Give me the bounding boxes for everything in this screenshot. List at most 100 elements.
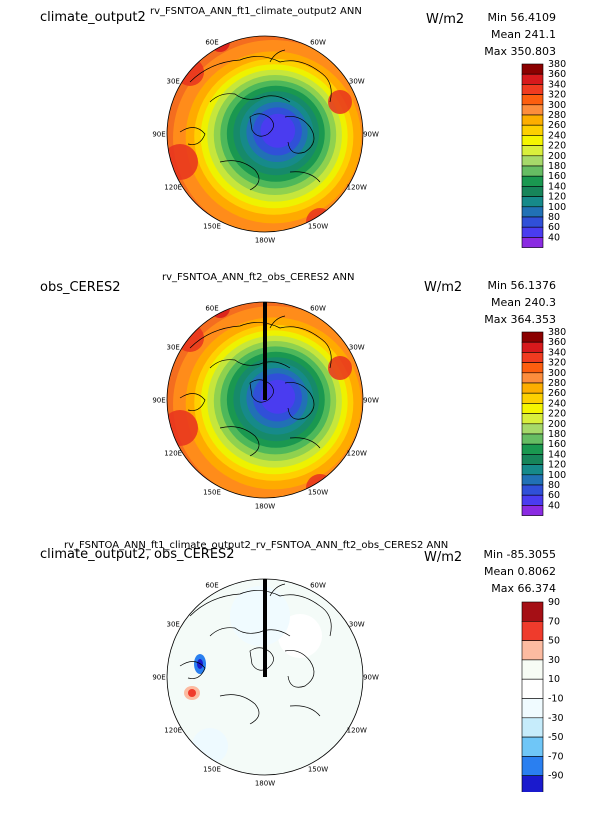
colorbar-tick-label: 320 xyxy=(548,90,566,101)
colorbar-tick-label: 380 xyxy=(548,60,566,70)
colorbar-tick-label: 180 xyxy=(548,429,566,440)
longitude-label: 120W xyxy=(347,727,367,735)
stat-min: Min 56.4109 xyxy=(487,11,556,24)
coastline xyxy=(289,171,321,183)
field-band xyxy=(167,410,198,446)
colorbar-tick-label: 70 xyxy=(548,616,560,627)
colorbar-swatch xyxy=(521,736,544,757)
stat-max: Max 350.803 xyxy=(484,45,556,58)
negative-anomaly xyxy=(197,659,203,669)
colorbar-swatch xyxy=(521,717,544,738)
coastline xyxy=(209,93,291,103)
coastline xyxy=(209,627,291,637)
colorbar-tick-label: 40 xyxy=(548,500,560,511)
colorbar-swatch xyxy=(521,124,544,136)
stat-mean: Mean 0.8062 xyxy=(484,565,556,578)
longitude-label: 180W xyxy=(255,237,275,245)
colorbar-swatch xyxy=(521,775,544,792)
coastline xyxy=(249,113,274,137)
colorbar-tick-label: 220 xyxy=(548,409,566,420)
positive-anomaly xyxy=(188,689,196,697)
colorbar-tick-label: 160 xyxy=(548,171,566,182)
coastline xyxy=(189,56,332,103)
field-band xyxy=(167,144,198,180)
panel-left-title: obs_CERES2 xyxy=(40,280,121,295)
colorbar-tick-label: 300 xyxy=(548,368,566,379)
colorbar-tick-label: 100 xyxy=(548,470,566,481)
colorbar-swatch xyxy=(521,226,544,238)
coastline xyxy=(219,426,260,457)
map-boundary xyxy=(166,578,364,776)
stat-max: Max 66.374 xyxy=(491,582,556,595)
missing-data-strip xyxy=(263,302,267,400)
coastline xyxy=(249,379,274,403)
coastline xyxy=(269,49,286,63)
colorbar-swatch xyxy=(521,165,544,177)
longitude-label: 30E xyxy=(167,621,180,629)
longitude-label: 180W xyxy=(255,503,275,511)
colorbar-tick-label: 10 xyxy=(548,674,560,685)
field-band xyxy=(328,90,352,114)
colorbar-swatch xyxy=(521,372,544,384)
colorbar-tick-label: -70 xyxy=(548,751,564,762)
longitude-label: 120E xyxy=(164,184,182,192)
panel-units: W/m2 xyxy=(424,550,463,565)
colorbar-tick-label: 360 xyxy=(548,69,566,80)
coastline xyxy=(284,650,315,688)
colorbar-swatch xyxy=(521,175,544,187)
polar-map: 30E 30W 60E 60W 90E 90W 120E 120W 150E 150W 180W xyxy=(152,35,379,245)
colorbar-tick-label: -30 xyxy=(548,713,564,724)
longitude-label: 30E xyxy=(167,344,180,352)
colorbar-swatch xyxy=(521,403,544,414)
coastlines xyxy=(179,315,332,457)
colorbar-tick-label: 80 xyxy=(548,480,560,491)
panel-left-title: climate_output2 xyxy=(40,10,146,25)
longitude-label: 90W xyxy=(363,674,379,682)
longitude-label: 180W xyxy=(255,780,275,788)
colorbar-tick-label: 80 xyxy=(548,212,560,223)
colorbar-swatch xyxy=(521,454,544,465)
colorbar-swatch xyxy=(521,423,544,435)
coastline xyxy=(179,127,206,145)
colorbar-swatch xyxy=(521,413,544,425)
missing-data-strip xyxy=(263,579,267,677)
panel-center-title: rv_FSNTOA_ANN_ft1_climate_output2 ANN xyxy=(150,6,362,17)
panel-center-title: rv_FSNTOA_ANN_ft2_obs_CERES2 ANN xyxy=(162,272,355,283)
colorbar-swatch xyxy=(521,206,544,218)
colorbar-tick-label: 30 xyxy=(548,655,560,666)
panel-units: W/m2 xyxy=(426,12,465,27)
colorbar-tick-label: 380 xyxy=(548,328,566,338)
colorbar-tick-label: 240 xyxy=(548,130,566,141)
colorbar-tick-label: 40 xyxy=(548,232,560,243)
colorbar-swatch xyxy=(521,186,544,197)
longitude-label: 30E xyxy=(167,78,180,86)
longitude-label: 150W xyxy=(308,488,328,496)
coastline xyxy=(284,116,315,154)
polar-map: 30E 30W 60E 60W 90E 90W 120E 120W 150E 150W 180W xyxy=(152,301,379,511)
colorbar: 3803603403203002802602402202001801601401… xyxy=(521,60,566,248)
colorbar-tick-label: 140 xyxy=(548,181,566,192)
longitude-label: 60E xyxy=(205,39,218,47)
stat-min: Min 56.1376 xyxy=(487,279,556,292)
colorbar-swatch xyxy=(521,620,544,641)
colorbar-swatch xyxy=(521,443,544,455)
colorbar-tick-label: 140 xyxy=(548,449,566,460)
field-band xyxy=(328,356,352,380)
coastline xyxy=(289,705,321,717)
colorbar-swatch xyxy=(521,145,544,157)
longitude-label: 60E xyxy=(205,305,218,313)
colorbar-swatch xyxy=(521,601,544,622)
longitude-label: 90E xyxy=(152,397,165,405)
polar-map: 30E 30W 60E 60W 90E 90W 120E 120W 150E 150W 180W xyxy=(152,578,379,788)
coastlines xyxy=(179,49,332,191)
colorbar-swatch xyxy=(521,73,544,85)
colorbar-swatch xyxy=(521,155,544,167)
longitude-label: 90E xyxy=(152,131,165,139)
panel-units: W/m2 xyxy=(424,280,463,295)
colorbar-tick-label: 300 xyxy=(548,100,566,111)
colorbar-swatch xyxy=(521,433,544,445)
coastline xyxy=(179,661,206,679)
longitude-label: 150E xyxy=(203,222,221,230)
coastline xyxy=(269,315,286,329)
colorbar-tick-label: 200 xyxy=(548,151,566,162)
